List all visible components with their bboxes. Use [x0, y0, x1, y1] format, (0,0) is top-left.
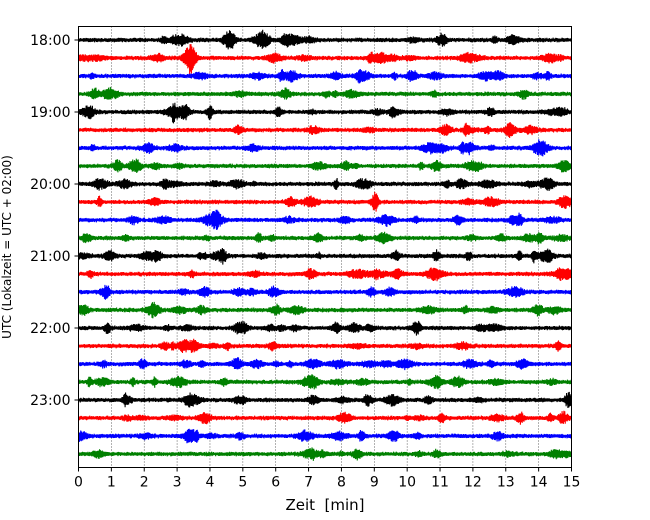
trace-series	[77, 29, 573, 461]
seismogram-trace	[77, 86, 573, 100]
y-axis-ticks: 18:00 19:00 20:00 21:00 22:00 23:00	[30, 33, 79, 409]
x-tick-label: 14	[530, 475, 548, 491]
seismogram-trace	[77, 158, 573, 173]
x-axis-label: Zeit [min]	[285, 496, 364, 514]
x-tick-label: 2	[140, 475, 149, 491]
x-tick-label: 5	[238, 475, 247, 491]
seismogram-trace	[77, 231, 573, 245]
y-tick-label: 18:00	[30, 33, 70, 49]
seismogram-trace	[77, 338, 573, 354]
seismogram-trace	[77, 122, 573, 139]
x-tick-label: 7	[304, 475, 313, 491]
x-tick-label: 6	[271, 475, 280, 491]
seismogram-trace	[77, 301, 573, 319]
x-tick-label: 3	[173, 475, 182, 491]
x-tick-label: 11	[431, 475, 449, 491]
plot-frame	[78, 26, 572, 468]
x-tick-label: 9	[370, 475, 379, 491]
seismogram-trace	[77, 102, 573, 124]
seismogram-trace	[77, 428, 573, 444]
x-tick-label: 0	[74, 475, 83, 491]
seismogram-trace	[77, 357, 573, 371]
seismogram-trace	[77, 391, 573, 408]
seismogram-trace	[77, 284, 573, 300]
seismogram-trace	[77, 209, 573, 230]
seismogram-trace	[77, 191, 573, 212]
y-tick-label: 23:00	[30, 393, 70, 409]
x-tick-label: 8	[337, 475, 346, 491]
seismogram-trace	[77, 69, 573, 84]
seismogram-trace	[77, 44, 573, 75]
x-tick-label: 10	[398, 475, 416, 491]
seismogram-trace	[77, 410, 573, 425]
y-tick-label: 22:00	[30, 321, 70, 337]
y-tick-label: 20:00	[30, 177, 70, 193]
seismogram-trace	[77, 247, 573, 265]
seismogram-trace	[77, 374, 573, 390]
y-tick-label: 19:00	[30, 105, 70, 121]
seismogram-trace	[77, 29, 573, 50]
x-tick-label: 4	[206, 475, 215, 491]
x-tick-label: 15	[563, 475, 581, 491]
seismogram-trace	[77, 267, 573, 282]
y-tick-label: 21:00	[30, 249, 70, 265]
seismogram-trace	[77, 177, 573, 191]
x-axis-ticks: 0 1 2 3 4 5 6 7 8 9 10 11 12 13 14 15	[74, 467, 581, 491]
x-tick-label: 12	[464, 475, 482, 491]
y-axis-label: UTC (Lokalzeit = UTC + 02:00)	[0, 155, 14, 339]
x-tick-label: 1	[107, 475, 116, 491]
seismogram-trace	[77, 139, 573, 157]
x-tick-label: 13	[497, 475, 515, 491]
seismogram-trace	[77, 447, 573, 461]
seismogram-trace	[77, 320, 573, 336]
